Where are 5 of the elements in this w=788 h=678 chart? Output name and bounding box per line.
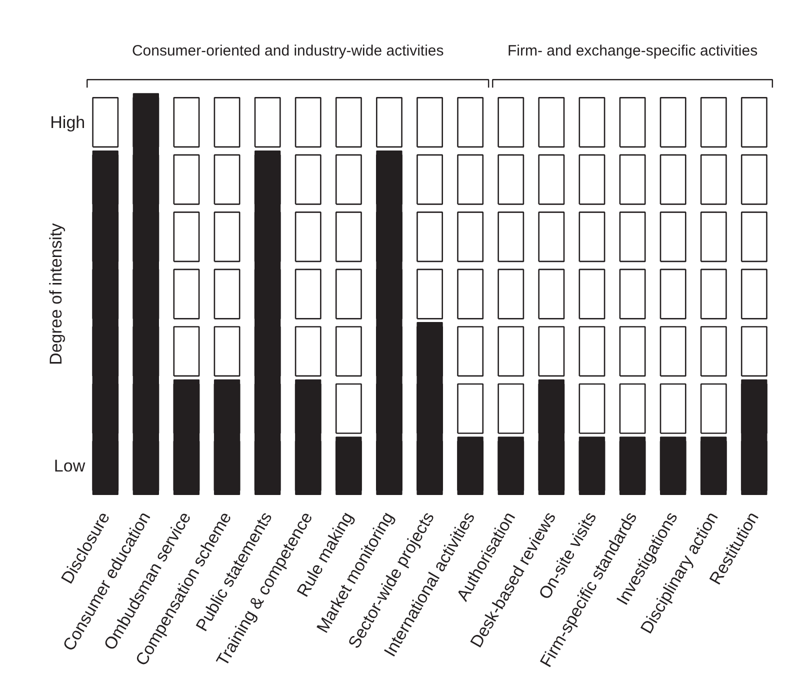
y-axis-title: Degree of intensity [46, 222, 66, 365]
text: Firm- and exchange-specific activities [507, 42, 758, 60]
text: Low [54, 456, 86, 476]
text: High [50, 112, 86, 132]
text: Consumer-oriented and industry-wide activities [132, 42, 444, 60]
